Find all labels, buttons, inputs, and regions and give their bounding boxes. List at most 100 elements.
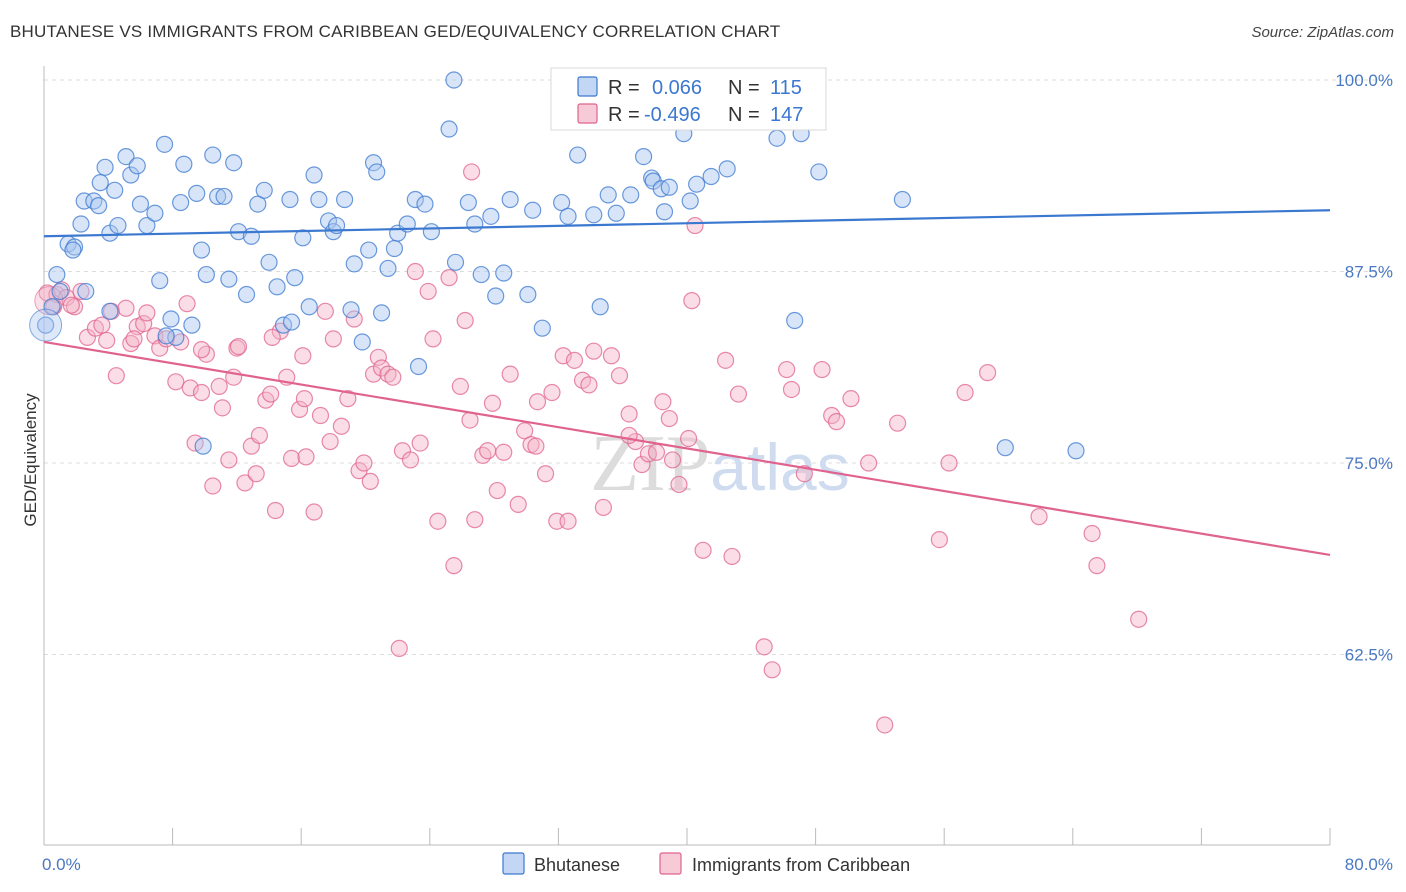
legend-r-label-1: R = xyxy=(608,77,640,99)
caribbean-point xyxy=(305,503,323,521)
bhutanese-point xyxy=(194,437,212,455)
bhutanese-point xyxy=(893,190,912,209)
legend-r-value-2: -0.496 xyxy=(644,104,701,126)
bhutanese-point xyxy=(634,148,653,166)
bhutanese-point xyxy=(155,135,174,153)
y-tick-labels: 62.5% 75.0% 87.5% 100.0% xyxy=(1335,71,1393,665)
caribbean-point xyxy=(93,316,111,334)
bhutanese-point xyxy=(585,206,603,224)
caribbean-point xyxy=(602,347,621,365)
caribbean-point xyxy=(117,299,135,317)
caribbean-point xyxy=(419,282,437,301)
bhutanese-point xyxy=(591,298,609,316)
caribbean-point xyxy=(888,414,907,432)
bhutanese-point xyxy=(660,178,678,196)
caribbean-point xyxy=(647,443,666,461)
axes xyxy=(43,66,1331,846)
bhutanese-point xyxy=(183,316,201,334)
caribbean-point xyxy=(723,547,741,566)
bhutanese-point xyxy=(192,241,211,259)
bhutanese-point xyxy=(607,204,625,222)
legend-n-label-2: N = xyxy=(728,104,760,126)
bottom-legend-swatch-bhutanese xyxy=(502,852,525,875)
bhutanese-point xyxy=(43,298,61,316)
caribbean-point xyxy=(660,409,678,428)
caribbean-point xyxy=(543,383,561,402)
caribbean-point xyxy=(197,345,215,363)
caribbean-point xyxy=(462,163,481,181)
caribbean-point xyxy=(528,393,547,411)
bhutanese-point xyxy=(172,193,190,212)
caribbean-point xyxy=(210,377,228,395)
bhutanese-point xyxy=(131,195,150,213)
bhutanese-point xyxy=(282,313,301,331)
caribbean-point xyxy=(290,400,309,418)
bhutanese-point xyxy=(249,195,267,213)
caribbean-point xyxy=(181,379,199,397)
series-legend: Bhutanese Immigrants from Caribbean xyxy=(502,852,910,875)
legend-n-label-1: N = xyxy=(728,77,760,99)
caribbean-point xyxy=(345,310,363,328)
legend-r-value-1: 0.066 xyxy=(652,77,702,99)
y-tick-label: 62.5% xyxy=(1345,646,1393,665)
caribbean-point xyxy=(694,541,712,559)
caribbean-point xyxy=(138,304,156,322)
caribbean-trend-line xyxy=(43,340,1331,557)
bottom-legend-swatch-caribbean xyxy=(659,852,682,875)
bhutanese-point xyxy=(718,160,736,178)
legend-n-value-1: 115 xyxy=(770,77,802,99)
x-tick-label-min: 0.0% xyxy=(42,855,81,874)
caribbean-point xyxy=(527,437,545,455)
caribbean-point xyxy=(451,377,469,395)
bhutanese-cluster-point xyxy=(29,308,63,342)
bhutanese-point xyxy=(122,166,140,184)
x-tick-labels: 0.0% 80.0% xyxy=(42,855,1393,874)
caribbean-point xyxy=(236,474,254,492)
caribbean-point xyxy=(1083,524,1101,543)
caribbean-point xyxy=(72,282,90,301)
bhutanese-point xyxy=(51,282,69,301)
bhutanese-point xyxy=(237,285,256,304)
bhutanese-point xyxy=(336,190,354,209)
caribbean-point xyxy=(663,451,682,469)
bhutanese-point xyxy=(599,186,617,204)
caribbean-point xyxy=(1030,508,1048,526)
caribbean-point xyxy=(654,393,672,411)
caribbean-point xyxy=(204,477,222,495)
bhutanese-point xyxy=(440,120,458,138)
bottom-legend-label-caribbean: Immigrants from Caribbean xyxy=(692,855,910,875)
caribbean-point xyxy=(686,216,704,235)
bhutanese-point xyxy=(372,304,391,322)
bhutanese-point xyxy=(406,190,424,209)
bhutanese-point xyxy=(466,215,484,233)
caribbean-point xyxy=(501,365,519,383)
bhutanese-point xyxy=(353,333,371,351)
caribbean-point xyxy=(876,716,894,734)
bhutanese-point xyxy=(117,148,135,166)
caribbean-point xyxy=(324,330,342,348)
bhutanese-point xyxy=(96,158,114,176)
bhutanese-point xyxy=(101,302,119,320)
bhutanese-point xyxy=(175,155,193,173)
y-tick-label: 75.0% xyxy=(1345,454,1393,473)
caribbean-point xyxy=(509,495,527,513)
legend-swatch-bhutanese xyxy=(577,76,598,97)
caribbean-point xyxy=(536,465,555,483)
caribbean-point xyxy=(229,337,248,356)
bhutanese-point xyxy=(655,203,674,221)
caribbean-point xyxy=(361,472,379,490)
caribbean-point xyxy=(479,442,497,460)
bhutanese-point xyxy=(681,192,699,210)
y-tick-label: 87.5% xyxy=(1345,263,1393,282)
bhutanese-point xyxy=(533,319,551,337)
trend-lines xyxy=(43,209,1331,557)
bhutanese-point xyxy=(702,167,720,186)
caribbean-point xyxy=(585,342,603,360)
x-tick-label-max: 80.0% xyxy=(1345,855,1393,874)
caribbean-point xyxy=(755,638,773,656)
bhutanese-point xyxy=(459,193,477,212)
caribbean-point xyxy=(332,417,350,435)
caribbean-point xyxy=(729,385,748,403)
bhutanese-point xyxy=(305,166,323,184)
caribbean-point xyxy=(98,331,116,350)
